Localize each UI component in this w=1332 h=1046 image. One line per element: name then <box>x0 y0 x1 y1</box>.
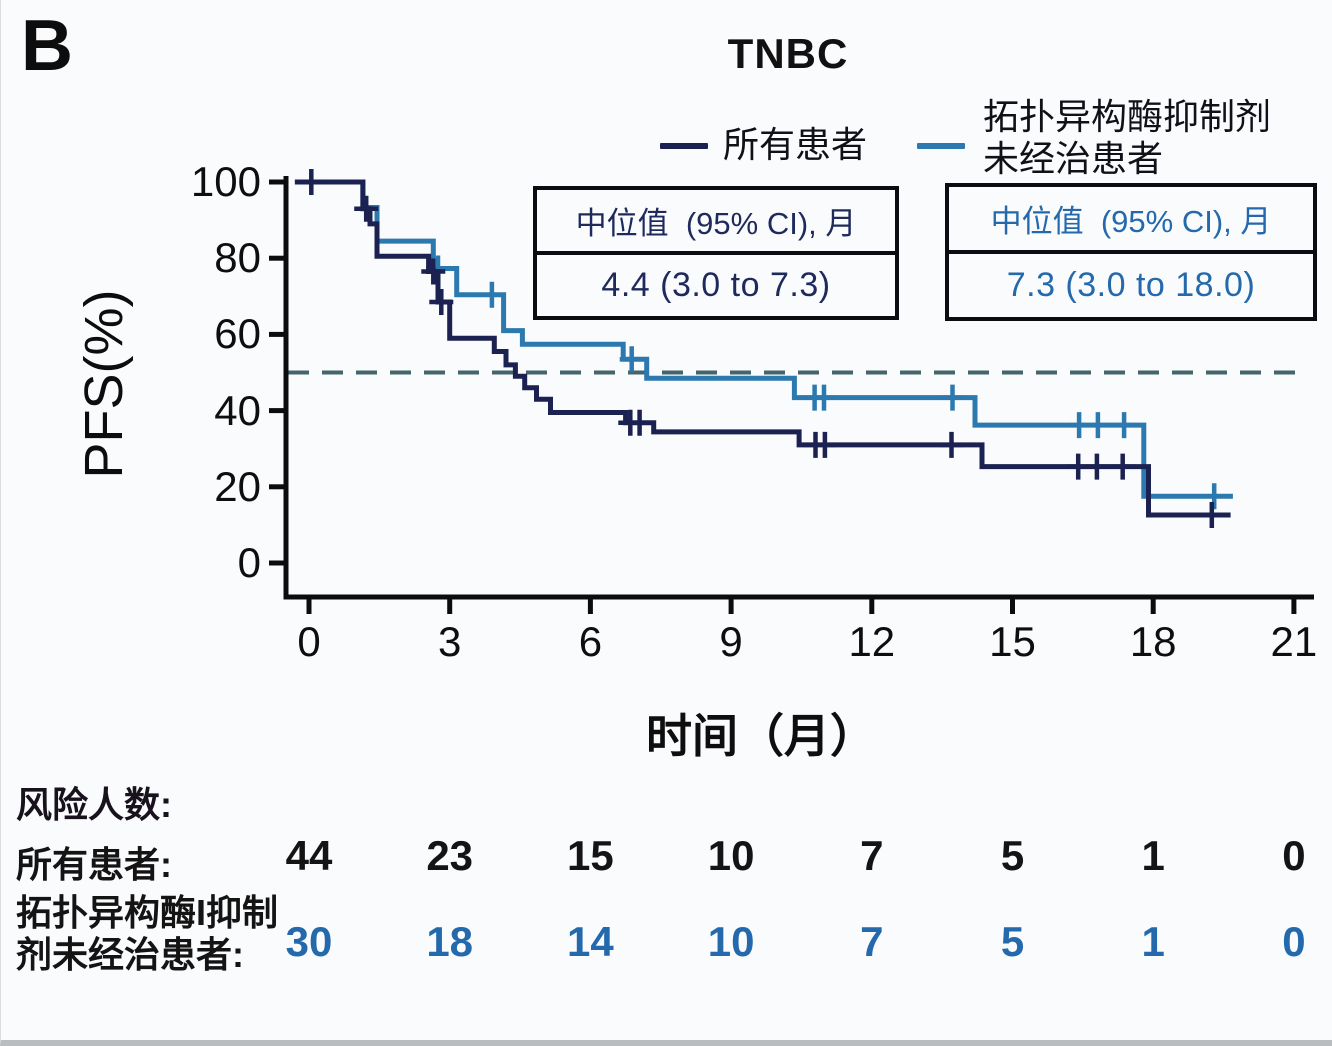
risk-count: 23 <box>426 832 474 879</box>
risk-count: 5 <box>1000 832 1025 879</box>
x-tick-label: 6 <box>578 618 603 665</box>
risk-count: 30 <box>285 918 333 965</box>
risk-count: 10 <box>707 832 755 879</box>
legend-line-swatch-all-patients <box>660 143 708 149</box>
risk-table-heading: 风险人数: <box>16 784 172 825</box>
x-tick-label: 0 <box>297 618 321 665</box>
x-tick-label: 21 <box>1270 618 1318 665</box>
legend-label-topo-naive-line1: 拓扑异构酶抑制剂 <box>983 96 1272 137</box>
risk-row-label-all-patients: 所有患者: <box>16 844 172 885</box>
median-box-header: 中位值 (95% CI), 月 <box>537 190 895 255</box>
risk-count: 10 <box>707 918 755 965</box>
risk-count: 1 <box>1141 832 1165 879</box>
y-tick-label: 40 <box>214 386 261 434</box>
x-tick-label: 9 <box>719 618 743 665</box>
x-tick-label: 3 <box>438 618 462 665</box>
risk-count: 5 <box>1000 918 1025 965</box>
x-tick-label: 12 <box>848 618 896 665</box>
y-tick-label: 0 <box>237 539 261 586</box>
legend-label-topo-naive: 拓扑异构酶抑制剂 未经治患者 <box>983 96 1271 180</box>
y-tick-label: 80 <box>214 234 261 282</box>
risk-count: 14 <box>567 918 614 965</box>
y-tick-label: 20 <box>214 462 261 510</box>
risk-count: 15 <box>567 832 614 879</box>
censor-marks-0 <box>299 169 1224 528</box>
median-box-all-patients: 中位值 (95% CI), 月 4.4 (3.0 to 7.3) <box>533 186 899 320</box>
risk-count: 1 <box>1141 918 1165 965</box>
panel-label: B <box>21 6 73 86</box>
median-box-topo-naive: 中位值 (95% CI), 月 7.3 (3.0 to 18.0) <box>945 183 1317 321</box>
risk-row-label-topo-naive-line2: 剂未经治患者: <box>16 934 244 975</box>
risk-count: 18 <box>426 918 474 965</box>
y-tick-label: 60 <box>214 310 261 358</box>
legend-line-swatch-topo-naive <box>917 143 965 149</box>
risk-count: 0 <box>1282 918 1306 965</box>
x-tick-label: 15 <box>989 618 1036 665</box>
x-axis-title: 时间（月） <box>646 710 876 762</box>
median-box-header: 中位值 (95% CI), 月 <box>949 187 1313 254</box>
risk-row-label-topo-naive-line1: 拓扑异构酶I抑制 <box>16 892 279 933</box>
y-tick-label: 100 <box>190 158 261 205</box>
x-tick-label: 18 <box>1129 618 1177 665</box>
legend-label-topo-naive-line2: 未经治患者 <box>983 138 1164 179</box>
median-box-value: 7.3 (3.0 to 18.0) <box>1006 266 1256 304</box>
censor-marks-1 <box>426 255 1227 510</box>
risk-count: 7 <box>860 832 884 879</box>
risk-count: 44 <box>285 832 333 879</box>
km-curve-0 <box>294 179 1231 518</box>
legend-label-all-patients: 所有患者 <box>723 124 868 165</box>
median-box-value: 4.4 (3.0 to 7.3) <box>601 266 831 304</box>
km-curve-1 <box>294 179 1233 499</box>
risk-count: 0 <box>1282 832 1306 879</box>
risk-count: 7 <box>860 918 884 965</box>
chart-title: TNBC <box>727 30 849 77</box>
